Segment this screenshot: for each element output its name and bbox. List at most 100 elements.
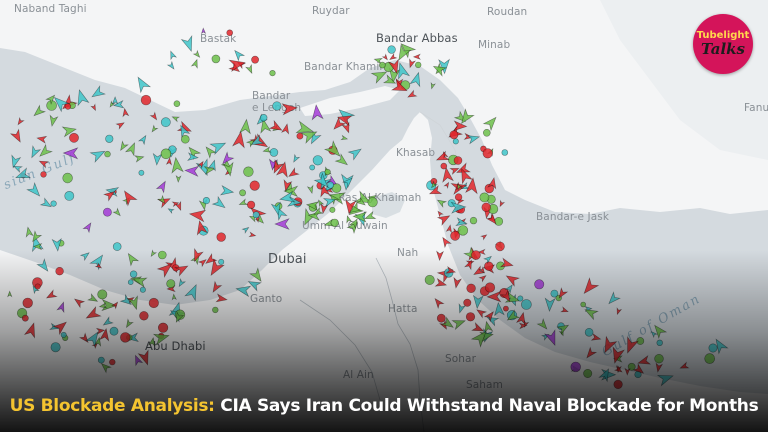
vessel-moving-marker[interactable] — [445, 224, 452, 234]
vessel-stationary-marker[interactable] — [324, 168, 331, 176]
vessel-moving-marker[interactable] — [306, 184, 315, 195]
vessel-moving-marker[interactable] — [544, 329, 560, 347]
vessel-moving-marker[interactable] — [200, 27, 207, 35]
vessel-stationary-marker[interactable] — [453, 156, 463, 165]
vessel-stationary-marker[interactable] — [450, 230, 460, 241]
vessel-stationary-marker[interactable] — [55, 267, 64, 276]
vessel-moving-marker[interactable] — [431, 62, 448, 77]
vessel-stationary-marker[interactable] — [160, 148, 172, 160]
vessel-moving-marker[interactable] — [311, 104, 324, 121]
vessel-stationary-marker[interactable] — [482, 148, 493, 159]
vessel-moving-marker[interactable] — [203, 165, 216, 175]
vessel-moving-marker[interactable] — [9, 154, 22, 169]
vessel-stationary-marker[interactable] — [704, 353, 716, 364]
vessel-moving-marker[interactable] — [149, 249, 158, 258]
vessel-stationary-marker[interactable] — [495, 241, 505, 252]
vessel-moving-marker[interactable] — [51, 237, 62, 252]
vessel-moving-marker[interactable] — [157, 195, 172, 209]
vessel-moving-marker[interactable] — [210, 280, 223, 294]
vessel-moving-marker[interactable] — [61, 124, 78, 138]
vessel-moving-marker[interactable] — [655, 362, 664, 373]
vessel-moving-marker[interactable] — [394, 62, 411, 80]
vessel-moving-marker[interactable] — [238, 198, 249, 207]
vessel-stationary-marker[interactable] — [452, 138, 459, 145]
vessel-moving-marker[interactable] — [494, 301, 505, 317]
vessel-moving-marker[interactable] — [45, 93, 57, 105]
vessel-moving-marker[interactable] — [436, 250, 444, 262]
vessel-moving-marker[interactable] — [134, 154, 145, 163]
vessel-stationary-marker[interactable] — [387, 45, 396, 54]
vessel-moving-marker[interactable] — [584, 346, 598, 361]
vessel-moving-marker[interactable] — [580, 277, 600, 297]
vessel-stationary-marker[interactable] — [166, 279, 176, 289]
vessel-moving-marker[interactable] — [407, 58, 417, 69]
vessel-moving-marker[interactable] — [192, 49, 202, 59]
vessel-moving-marker[interactable] — [115, 120, 125, 130]
vessel-moving-marker[interactable] — [105, 186, 120, 198]
vessel-stationary-marker[interactable] — [249, 180, 260, 191]
vessel-stationary-marker[interactable] — [424, 274, 435, 285]
vessel-stationary-marker[interactable] — [570, 361, 581, 373]
vessel-stationary-marker[interactable] — [34, 283, 41, 290]
vessel-stationary-marker[interactable] — [550, 289, 559, 298]
vessel-moving-marker[interactable] — [453, 110, 468, 125]
vessel-moving-marker[interactable] — [451, 316, 466, 331]
vessel-stationary-marker[interactable] — [211, 54, 221, 64]
vessel-stationary-marker[interactable] — [50, 200, 57, 207]
vessel-stationary-marker[interactable] — [97, 356, 105, 364]
vessel-moving-marker[interactable] — [28, 145, 42, 159]
vessel-moving-marker[interactable] — [440, 236, 452, 249]
vessel-stationary-marker[interactable] — [160, 117, 171, 128]
vessel-moving-marker[interactable] — [342, 176, 354, 189]
vessel-moving-marker[interactable] — [347, 145, 363, 161]
vessel-moving-marker[interactable] — [624, 367, 631, 376]
vessel-moving-marker[interactable] — [195, 220, 208, 236]
vessel-stationary-marker[interactable] — [139, 311, 149, 321]
vessel-moving-marker[interactable] — [196, 160, 205, 169]
vessel-moving-marker[interactable] — [120, 188, 138, 207]
vessel-moving-marker[interactable] — [281, 123, 291, 135]
vessel-stationary-marker[interactable] — [269, 69, 276, 77]
vessel-stationary-marker[interactable] — [469, 216, 478, 225]
vessel-moving-marker[interactable] — [74, 88, 90, 107]
vessel-stationary-marker[interactable] — [21, 314, 29, 322]
vessel-moving-marker[interactable] — [412, 53, 421, 60]
vessel-moving-marker[interactable] — [515, 311, 528, 326]
vessel-moving-marker[interactable] — [235, 284, 252, 298]
vessel-moving-marker[interactable] — [209, 138, 228, 155]
vessel-stationary-marker[interactable] — [64, 103, 72, 110]
vessel-moving-marker[interactable] — [89, 147, 107, 163]
vessel-moving-marker[interactable] — [436, 210, 444, 218]
vessel-moving-marker[interactable] — [175, 175, 182, 183]
vessel-moving-marker[interactable] — [435, 150, 450, 164]
vessel-moving-marker[interactable] — [370, 67, 389, 84]
vessel-moving-marker[interactable] — [157, 194, 167, 205]
vessel-moving-marker[interactable] — [340, 134, 349, 142]
vessel-moving-marker[interactable] — [409, 71, 423, 88]
vessel-moving-marker[interactable] — [122, 107, 130, 118]
vessel-moving-marker[interactable] — [38, 158, 50, 169]
vessel-moving-marker[interactable] — [149, 111, 158, 121]
vessel-moving-marker[interactable] — [90, 103, 97, 112]
vessel-moving-marker[interactable] — [355, 196, 367, 208]
vessel-moving-marker[interactable] — [452, 276, 462, 289]
vessel-stationary-marker[interactable] — [251, 55, 259, 64]
vessel-moving-marker[interactable] — [436, 212, 452, 226]
vessel-moving-marker[interactable] — [590, 333, 602, 342]
vessel-stationary-marker[interactable] — [109, 358, 116, 366]
vessel-stationary-marker[interactable] — [105, 134, 114, 143]
vessel-moving-marker[interactable] — [215, 293, 228, 303]
vessel-moving-marker[interactable] — [239, 118, 252, 135]
vessel-moving-marker[interactable] — [177, 278, 187, 288]
vessel-moving-marker[interactable] — [279, 190, 296, 205]
vessel-moving-marker[interactable] — [438, 58, 450, 75]
vessel-moving-marker[interactable] — [465, 177, 479, 195]
vessel-moving-marker[interactable] — [336, 112, 353, 127]
vessel-moving-marker[interactable] — [167, 207, 175, 215]
vessel-moving-marker[interactable] — [291, 153, 301, 164]
vessel-moving-marker[interactable] — [466, 133, 480, 145]
vessel-moving-marker[interactable] — [203, 144, 217, 159]
vessel-moving-marker[interactable] — [45, 289, 58, 301]
vessel-moving-marker[interactable] — [622, 336, 640, 355]
vessel-stationary-marker[interactable] — [296, 132, 304, 140]
